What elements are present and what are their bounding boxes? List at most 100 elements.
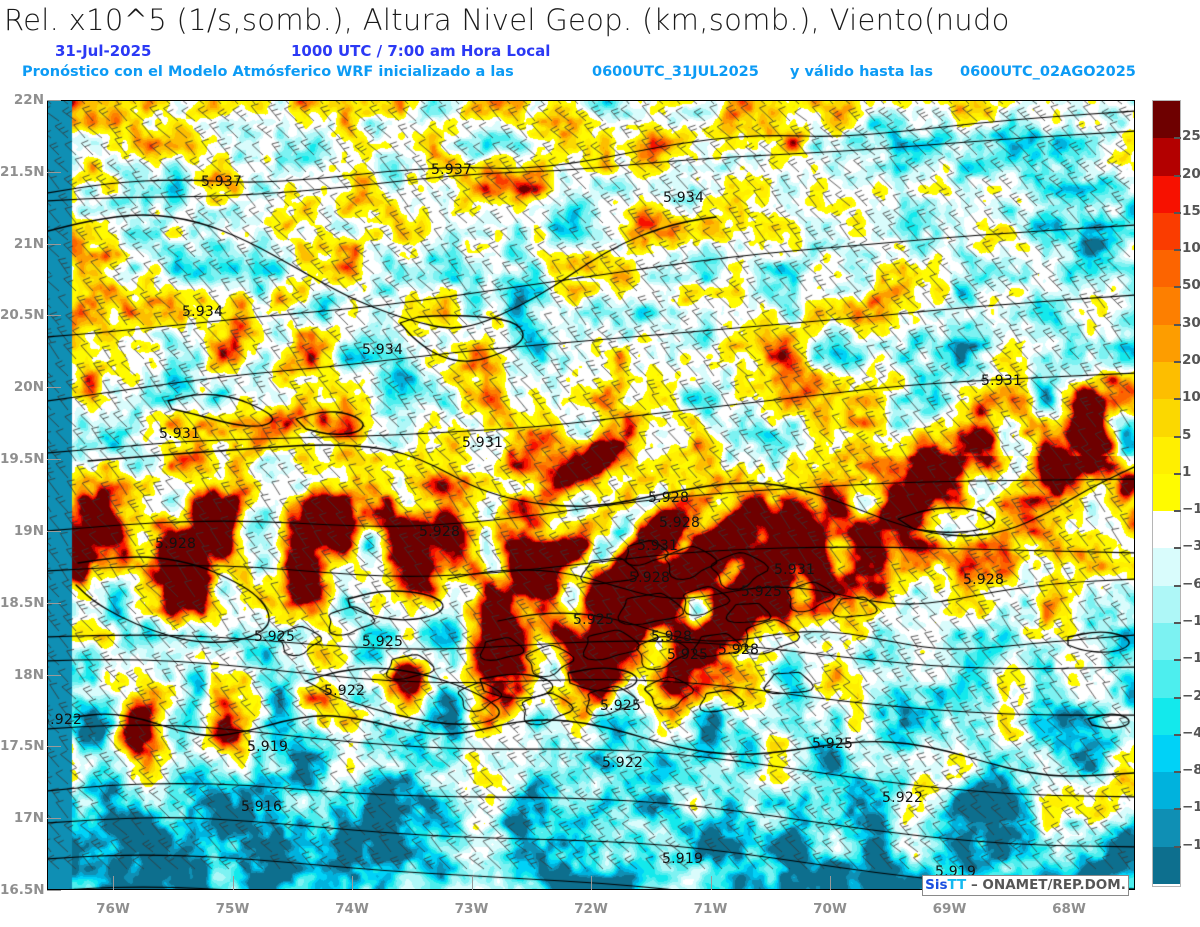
colorbar-tick-mark [1174, 584, 1181, 587]
colorbar-tick-label: −120 [1182, 799, 1200, 816]
contour-label: 5.931 [774, 562, 816, 578]
colorbar-tick-mark [1174, 845, 1181, 848]
contour-label: 5.922 [48, 712, 83, 728]
colorbar-tick-mark [1174, 323, 1181, 326]
colorbar-band [1153, 212, 1180, 251]
lat-tick-label: 21.5N [0, 163, 45, 180]
colorbar-tick-mark [1174, 249, 1181, 252]
lat-tick-label: 19N [13, 522, 44, 539]
attribution-box: SisTT – ONAMET/REP.DOM. [922, 875, 1129, 896]
colorbar-tick-mark [1174, 435, 1181, 438]
credit-sis: Sis [925, 877, 948, 893]
colorbar-band [1153, 809, 1180, 847]
lat-tick-label: 16.5N [0, 882, 45, 898]
contour-label: 5.934 [182, 304, 224, 320]
map-plot-area[interactable]: 5.937 5.937 5.934 5.934 5.934 5.931 5.931 5.931… [47, 100, 1135, 890]
colorbar-tick-mark [1174, 733, 1181, 736]
credit-agency: – ONAMET/REP.DOM. [970, 877, 1126, 893]
colorbar-tick-label: 1 [1182, 463, 1192, 480]
colorbar-band [1153, 548, 1180, 586]
contour-label: 5.922 [882, 790, 924, 806]
contour-label: 5.925 [254, 629, 296, 645]
contour-label: 5.925 [573, 612, 615, 628]
colorbar-band [1153, 734, 1180, 773]
lat-tick-label: 22N [13, 92, 44, 108]
colorbar-tick-mark [1174, 398, 1181, 401]
colorbar-tick-label: 250 [1182, 128, 1200, 145]
colorbar-band [1153, 399, 1180, 437]
colorbar-tick-label: −160 [1182, 836, 1200, 853]
colorbar-tick-label: −18 [1182, 650, 1200, 667]
colorbar-tick-label: 200 [1182, 165, 1200, 182]
colorbar-band [1153, 101, 1180, 139]
lat-tick-mark [47, 890, 61, 891]
colorbar-tick-mark [1174, 174, 1181, 177]
contour-label: 5.925 [667, 647, 709, 663]
contour-label: 5.937 [431, 162, 473, 178]
contour-label: 5.922 [602, 755, 644, 771]
colorbar-band [1153, 660, 1180, 698]
contour-label: 5.931 [981, 373, 1023, 389]
contour-label: 5.934 [362, 342, 404, 358]
colorbar-band [1153, 846, 1180, 884]
model-valid-text: y válido hasta las [790, 64, 933, 80]
lon-tick-label: 69W [932, 901, 967, 917]
colorbar-band [1153, 324, 1180, 362]
colorbar-band [1153, 361, 1180, 400]
colorbar-tick-label: −6 [1182, 575, 1200, 592]
forecast-time: 1000 UTC / 7:00 am Hora Local [291, 42, 551, 60]
colorbar-band [1153, 697, 1180, 735]
colorbar-band [1153, 772, 1180, 810]
colorbar-band [1153, 473, 1180, 512]
contour-label: 5.928 [651, 629, 693, 645]
lat-tick-label: 19.5N [0, 451, 45, 468]
colorbar-tick-label: 20 [1182, 352, 1200, 368]
lat-tick-label: 17.5N [0, 738, 45, 755]
lon-tick-label: 76W [96, 901, 130, 917]
lon-tick-label: 71W [693, 901, 728, 917]
colorbar-tick-label: 150 [1182, 202, 1200, 219]
contour-label: 5.931 [462, 435, 504, 451]
contour-label: 5.925 [812, 736, 854, 752]
colorbar-band [1153, 511, 1180, 549]
subtitle-line-1: 31-Jul-2025 1000 UTC / 7:00 am Hora Loca… [0, 42, 1000, 62]
contour-label: 5.928 [963, 572, 1005, 588]
contour-label: 5.928 [648, 490, 690, 506]
contour-label: 5.928 [659, 515, 701, 531]
credit-tt: TT [947, 877, 967, 893]
colorbar-tick-label: −80 [1182, 762, 1200, 779]
lat-tick-label: 21N [13, 235, 44, 252]
colorbar-tick-mark [1174, 361, 1181, 363]
contour-label: 5.922 [324, 683, 366, 699]
contour-label: 5.919 [247, 739, 289, 755]
colorbar-band [1153, 250, 1180, 288]
colorbar-tick-label: −3 [1182, 538, 1200, 555]
contour-label: 5.916 [241, 799, 283, 815]
contour-label: 5.928 [155, 536, 197, 552]
colorbar-band [1153, 138, 1180, 176]
lon-tick-label: 74W [335, 901, 369, 917]
lat-tick-label: 20.5N [0, 307, 45, 324]
model-description: Pronóstico con el Modelo Atmósferico WRF… [22, 64, 514, 80]
colorbar-tick-label: −1 [1182, 501, 1200, 518]
colorbar-tick-mark [1174, 771, 1181, 774]
colorbar-tick-mark [1174, 659, 1181, 662]
colorbar-tick-mark [1174, 547, 1181, 550]
contour-label: 5.928 [718, 642, 760, 658]
model-init-time: 0600UTC_31JUL2025 [592, 64, 759, 80]
lat-tick-label: 17N [13, 810, 44, 827]
colorbar-tick-label: 10 [1182, 389, 1200, 406]
lat-tick-label: 20N [13, 379, 44, 396]
contour-label: 5.919 [662, 851, 704, 867]
contour-label: 5.925 [741, 584, 783, 600]
colorbar-tick-label: −26 [1182, 687, 1200, 704]
colorbar-band [1153, 436, 1180, 474]
colorbar [1152, 100, 1181, 887]
colorbar-tick-labels: 250 200 150 100 50 30 20 10 5 1 −1 −3 −6 −12 −18 −26 −42… [1174, 100, 1200, 900]
colorbar-band [1153, 622, 1180, 661]
lon-tick-label: 68W [1052, 901, 1086, 917]
page-title: Rel. x10^5 (1/s,somb.), Altura Nivel Geo… [4, 3, 1010, 37]
colorbar-tick-label: 100 [1182, 240, 1200, 257]
colorbar-tick-label: −42 [1182, 724, 1200, 741]
colorbar-tick-mark [1174, 622, 1181, 624]
